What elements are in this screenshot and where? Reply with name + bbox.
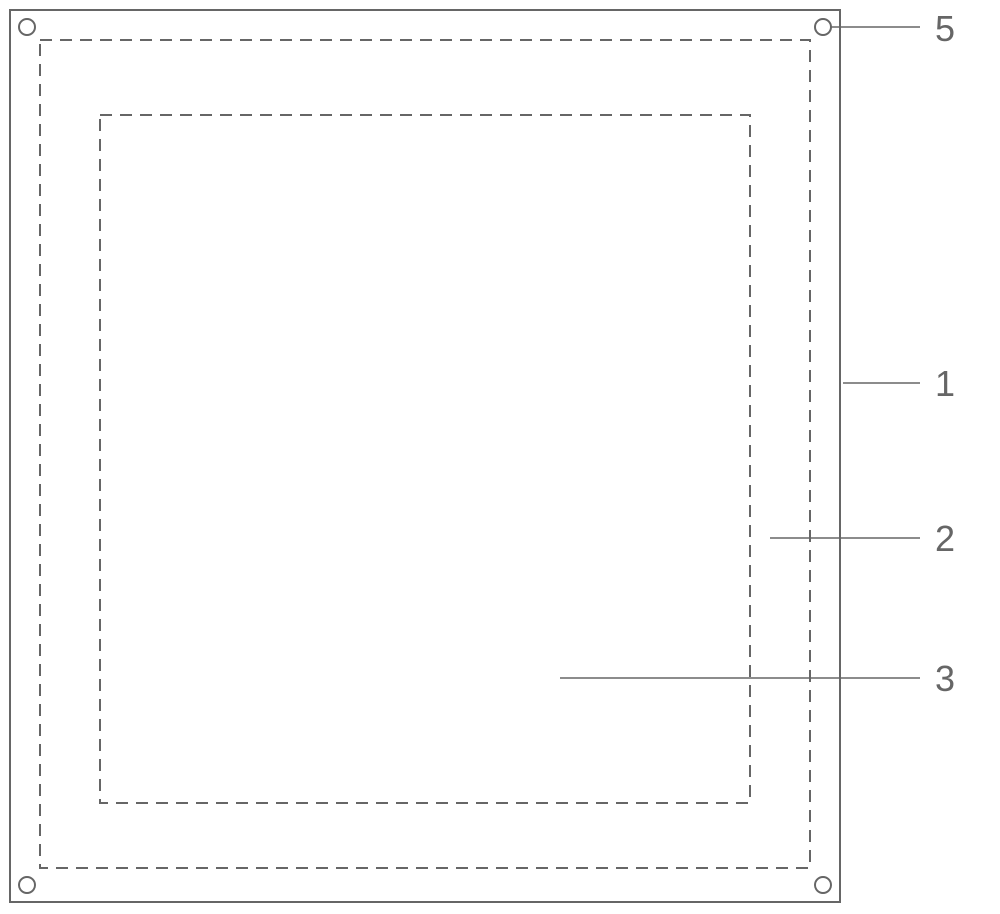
- outer-rectangle: [10, 10, 840, 902]
- corner-circle-tl: [19, 19, 35, 35]
- technical-diagram: 5 1 2 3: [0, 0, 1000, 909]
- label-3: 3: [935, 658, 955, 700]
- corner-circle-tr: [815, 19, 831, 35]
- diagram-svg: [0, 0, 1000, 909]
- label-5: 5: [935, 8, 955, 50]
- middle-dashed-rectangle: [40, 40, 810, 868]
- corner-circle-br: [815, 877, 831, 893]
- corner-circle-bl: [19, 877, 35, 893]
- label-1: 1: [935, 363, 955, 405]
- inner-dashed-rectangle: [100, 115, 750, 803]
- label-2: 2: [935, 518, 955, 560]
